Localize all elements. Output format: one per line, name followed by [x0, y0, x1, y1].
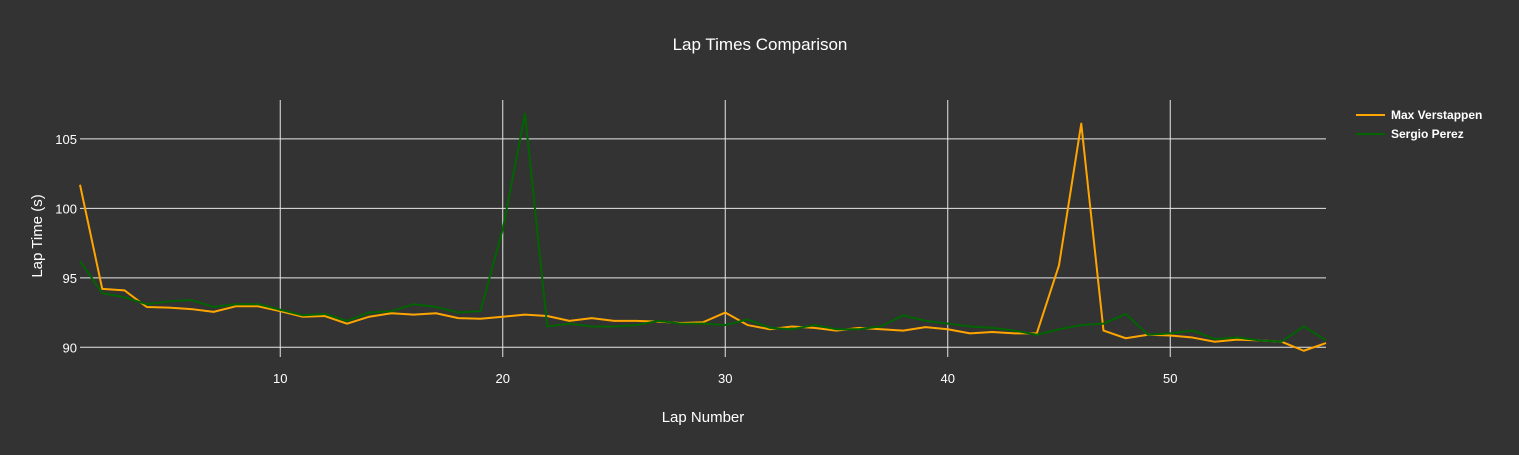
legend[interactable]: Max Verstappen Sergio Perez — [1356, 108, 1482, 141]
legend-item-max-verstappen[interactable]: Max Verstappen — [1356, 108, 1482, 122]
legend-label: Sergio Perez — [1391, 127, 1464, 141]
x-axis-title: Lap Number — [662, 409, 745, 426]
y-tick-label: 90 — [63, 340, 77, 355]
chart-title: Lap Times Comparison — [673, 35, 848, 54]
series-lines — [79, 112, 1327, 352]
series-line-sergio-perez — [79, 112, 1327, 343]
y-tick-label: 95 — [63, 271, 77, 286]
series-line-max-verstappen — [79, 122, 1327, 352]
tick-labels: 10 20 30 40 50 90 95 100 105 — [55, 132, 1177, 386]
legend-item-sergio-perez[interactable]: Sergio Perez — [1356, 127, 1464, 141]
x-tick-label: 40 — [941, 371, 955, 386]
grid — [80, 100, 1326, 357]
x-tick-label: 50 — [1163, 371, 1177, 386]
x-tick-label: 10 — [273, 371, 287, 386]
x-tick-label: 30 — [718, 371, 732, 386]
y-tick-label: 105 — [55, 132, 77, 147]
y-tick-label: 100 — [55, 201, 77, 216]
x-tick-label: 20 — [496, 371, 510, 386]
y-axis-title: Lap Time (s) — [29, 194, 46, 277]
legend-label: Max Verstappen — [1391, 108, 1482, 122]
